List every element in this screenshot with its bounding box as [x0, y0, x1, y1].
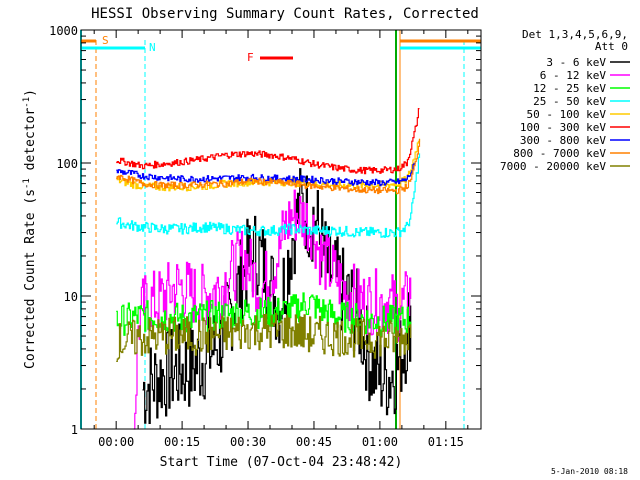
y-tick-label: 1	[71, 423, 78, 437]
chart-title: HESSI Observing Summary Count Rates, Cor…	[91, 6, 479, 22]
y-axis-label: Corrected Count Rate (s-1 detector-1)	[22, 89, 38, 369]
x-tick-label: 01:15	[428, 435, 464, 449]
saa-flag-letter: S	[102, 34, 109, 47]
legend-label: 12 - 25 keV	[533, 82, 606, 95]
x-tick-label: 00:15	[164, 435, 200, 449]
legend-label: 50 - 100 keV	[527, 108, 607, 121]
legend-label: 100 - 300 keV	[520, 121, 606, 134]
series-line	[116, 108, 420, 175]
legend-header-line2: Att 0	[595, 40, 628, 53]
legend-label: 3 - 6 keV	[546, 56, 606, 69]
y-tick-label: 100	[56, 157, 78, 171]
y-tick-label: 1000	[49, 24, 78, 38]
series-line	[116, 292, 412, 337]
night-flag-letter: N	[149, 41, 156, 54]
plot-frame	[80, 29, 482, 430]
series-line	[116, 139, 421, 195]
legend-label: 800 - 7000 keV	[513, 147, 606, 160]
series-line	[116, 162, 416, 187]
legend-label: 25 - 50 keV	[533, 95, 606, 108]
x-tick-label: 00:00	[98, 435, 134, 449]
y-tick-label: 10	[64, 290, 78, 304]
flare-flag-letter: F	[247, 51, 254, 64]
series-line	[116, 153, 421, 238]
legend-header-line1: Det 1,3,4,5,6,9,	[522, 28, 628, 41]
x-tick-label: 00:45	[296, 435, 332, 449]
legend-label: 7000 - 20000 keV	[500, 160, 606, 173]
x-tick-label: 00:30	[230, 435, 266, 449]
footer-timestamp: 5-Jan-2010 08:18	[551, 467, 628, 476]
legend-label: 300 - 800 keV	[520, 134, 606, 147]
x-axis-label: Start Time (07-Oct-04 23:48:42)	[160, 455, 403, 470]
x-tick-label: 01:00	[362, 435, 398, 449]
legend-label: 6 - 12 keV	[540, 69, 607, 82]
series-line	[116, 312, 412, 362]
